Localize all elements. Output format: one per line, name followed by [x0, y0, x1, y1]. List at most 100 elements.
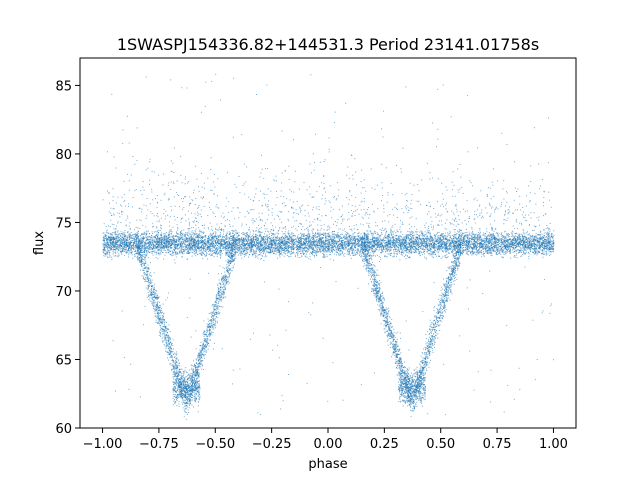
data-point — [322, 232, 324, 234]
data-point — [392, 236, 394, 238]
data-point — [248, 235, 250, 237]
data-point — [186, 252, 187, 254]
data-point — [132, 236, 134, 238]
data-point — [148, 251, 150, 253]
data-point — [509, 242, 511, 244]
data-point — [130, 242, 132, 244]
data-point — [376, 241, 378, 243]
data-point — [147, 250, 149, 252]
data-point — [163, 248, 165, 250]
data-point — [548, 239, 550, 241]
data-point — [553, 244, 555, 246]
data-point — [549, 247, 550, 248]
data-point — [504, 240, 506, 242]
data-point — [491, 254, 493, 256]
data-point — [396, 235, 398, 237]
data-point — [538, 251, 540, 253]
data-point — [548, 245, 550, 247]
data-point — [129, 242, 131, 243]
data-point — [237, 254, 239, 256]
data-point — [126, 235, 128, 237]
data-point — [287, 252, 289, 253]
data-point — [433, 256, 434, 258]
data-point — [129, 247, 131, 249]
data-point — [316, 233, 318, 235]
data-point — [238, 234, 240, 236]
data-point — [524, 242, 526, 244]
data-point — [409, 251, 411, 252]
data-point — [491, 250, 493, 252]
data-point — [303, 235, 305, 237]
data-point — [353, 254, 355, 256]
data-point — [459, 229, 460, 231]
data-point — [124, 240, 126, 242]
data-point — [507, 244, 509, 246]
data-point — [534, 243, 536, 244]
data-point — [119, 246, 121, 248]
data-point — [480, 240, 482, 242]
data-point — [205, 237, 207, 239]
data-point — [468, 239, 470, 241]
data-point — [249, 247, 251, 249]
data-point — [524, 236, 526, 238]
data-point — [358, 246, 360, 247]
data-point — [355, 241, 357, 243]
data-point — [299, 248, 301, 250]
data-point — [246, 247, 247, 249]
data-point — [514, 238, 516, 240]
data-point — [131, 252, 132, 254]
data-point — [523, 243, 525, 245]
data-point — [217, 229, 219, 231]
data-point — [312, 228, 314, 230]
data-point — [419, 234, 421, 236]
data-point — [349, 246, 351, 248]
data-point — [134, 235, 136, 237]
data-point — [167, 242, 169, 244]
data-point — [503, 246, 505, 248]
data-point — [523, 232, 525, 234]
data-point — [285, 226, 286, 228]
data-point — [303, 252, 305, 254]
data-point — [179, 234, 181, 236]
data-point — [314, 249, 316, 251]
data-point — [502, 257, 504, 259]
data-point — [416, 242, 417, 244]
data-point — [206, 254, 207, 256]
data-point — [150, 239, 152, 241]
data-point — [291, 232, 293, 234]
data-point — [118, 241, 120, 243]
data-point — [383, 237, 385, 239]
data-point — [378, 243, 380, 245]
data-point — [245, 254, 247, 256]
data-point — [303, 247, 305, 249]
data-point — [263, 243, 265, 245]
data-point — [109, 246, 111, 248]
data-point — [441, 233, 443, 235]
data-point — [280, 250, 282, 252]
data-point — [196, 242, 198, 244]
data-point — [333, 244, 334, 246]
data-point — [466, 246, 468, 248]
data-point — [323, 233, 325, 235]
data-point — [512, 245, 514, 247]
data-point — [268, 243, 270, 244]
data-point — [240, 248, 242, 250]
data-point — [196, 232, 198, 234]
data-point — [341, 253, 343, 254]
data-point — [443, 235, 445, 237]
data-point — [392, 237, 394, 239]
data-point — [307, 238, 309, 240]
data-point — [467, 251, 469, 252]
data-point — [145, 255, 147, 256]
data-point — [504, 230, 506, 232]
data-point — [491, 253, 493, 255]
data-point — [386, 250, 388, 252]
data-point — [342, 240, 344, 242]
data-point — [385, 232, 387, 234]
data-point — [526, 241, 528, 243]
data-point — [328, 236, 330, 238]
data-point — [453, 236, 455, 238]
data-point — [134, 238, 136, 240]
data-point — [509, 234, 510, 235]
